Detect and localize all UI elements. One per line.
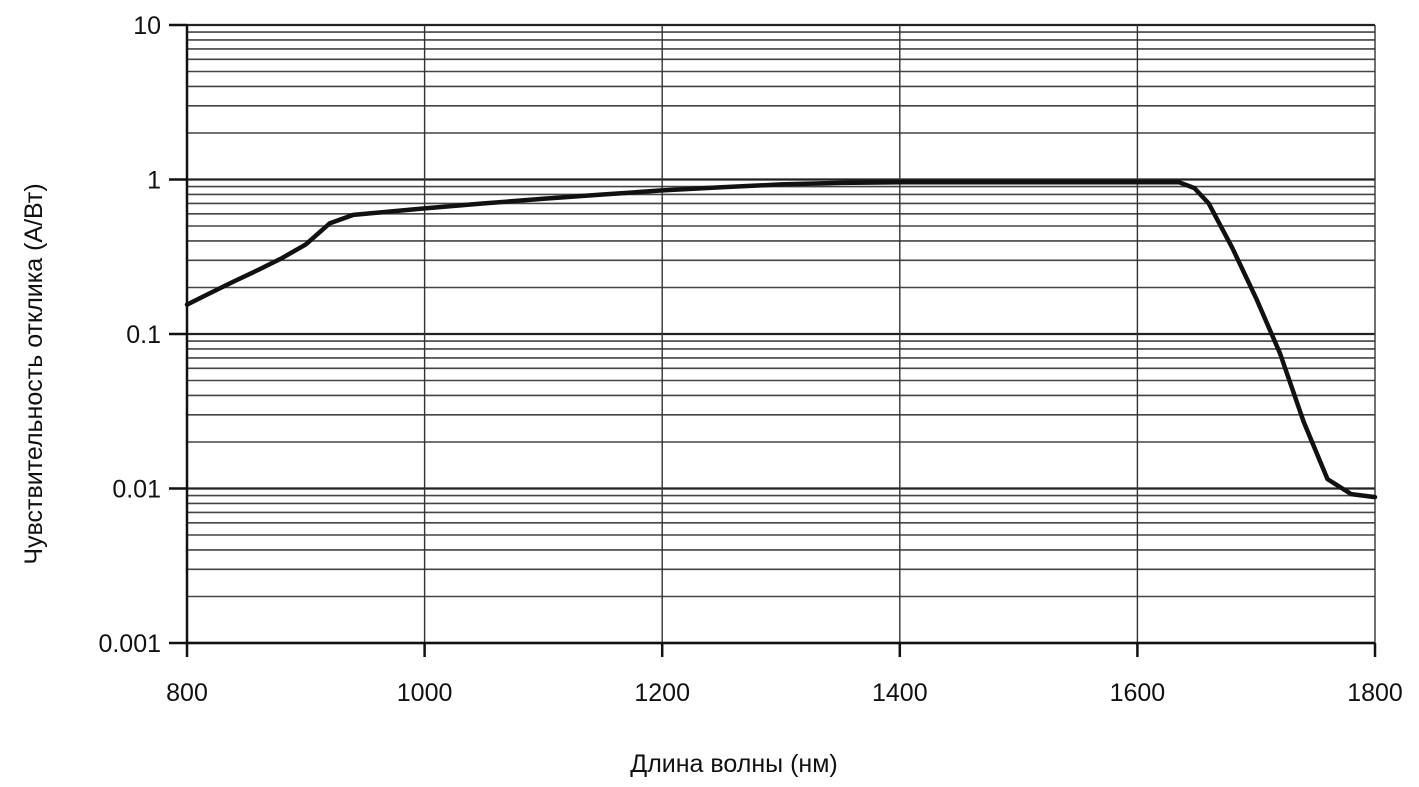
y-tick-label: 1: [147, 167, 161, 195]
axes: [169, 23, 1377, 657]
x-axis-title: Длина волны (нм): [630, 750, 837, 778]
y-tick-label: 0.001: [98, 630, 161, 658]
x-tick-label: 1200: [634, 679, 690, 707]
y-tick-label: 0.1: [126, 321, 161, 349]
x-tick-labels: 800 1000 1200 1400 1600 1800: [166, 679, 1403, 707]
responsivity-curve: [184, 179, 1378, 500]
x-tick-label: 1800: [1347, 679, 1403, 707]
series-layer: [184, 179, 1378, 500]
y-axis-title: Чувствительность отклика (А/Вт): [20, 183, 48, 564]
x-tick-label: 1400: [872, 679, 928, 707]
y-tick-label: 10: [133, 12, 161, 40]
y-tick-label: 0.01: [112, 476, 161, 504]
x-tick-label: 800: [166, 679, 208, 707]
x-tick-label: 1600: [1110, 679, 1166, 707]
y-tick-labels: 0.001 0.01 0.1 1 10: [98, 12, 161, 658]
x-tick-label: 1000: [397, 679, 453, 707]
minor-gridlines: [187, 31, 1375, 598]
